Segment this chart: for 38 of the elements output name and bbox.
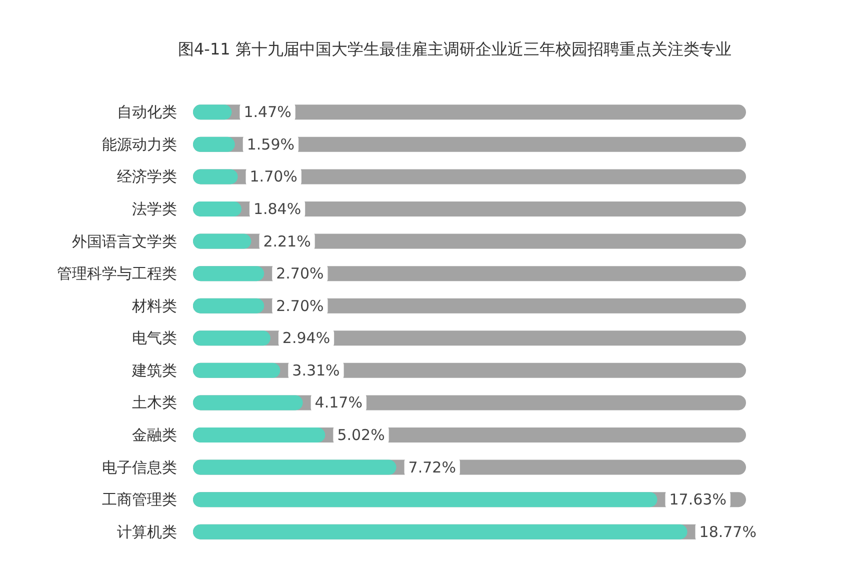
data-label: 17.63% <box>669 490 726 509</box>
bar <box>193 266 264 282</box>
bar <box>193 362 280 378</box>
y-tick-label: 材料类 <box>131 296 177 315</box>
y-tick-label: 能源动力类 <box>102 135 177 154</box>
y-tick-label: 外国语言文学类 <box>72 232 177 250</box>
y-tick-label: 法学类 <box>132 200 177 218</box>
data-label: 5.02% <box>337 426 385 444</box>
data-label: 2.21% <box>263 232 311 250</box>
data-label: 2.70% <box>276 264 324 283</box>
data-label: 18.77% <box>699 522 756 541</box>
y-tick-label: 计算机类 <box>117 522 177 541</box>
data-label: 7.72% <box>408 458 456 476</box>
bar <box>193 524 688 540</box>
data-label: 1.47% <box>244 103 292 122</box>
bar <box>193 428 326 442</box>
y-tick-label: 土木类 <box>132 394 177 412</box>
data-label: 1.70% <box>250 168 298 186</box>
chart-title: 图4-11 第十九届中国大学生最佳雇主调研企业近三年校园招聘重点关注类专业 <box>178 40 732 58</box>
bar <box>193 330 270 346</box>
bar <box>193 234 252 249</box>
y-tick-label: 电气类 <box>132 329 177 348</box>
data-label: 3.31% <box>292 361 340 380</box>
y-tick-label: 经济学类 <box>117 168 177 186</box>
y-tick-label: 管理科学与工程类 <box>57 264 177 283</box>
bar <box>193 202 242 216</box>
data-label: 1.59% <box>246 135 295 154</box>
data-label: 2.70% <box>276 296 324 315</box>
bar <box>193 298 264 314</box>
data-label: 1.84% <box>253 200 302 218</box>
y-tick-label: 工商管理类 <box>102 490 177 509</box>
data-label: 4.17% <box>314 394 362 412</box>
y-tick-label: 金融类 <box>132 426 177 444</box>
bar <box>193 395 303 410</box>
y-tick-label: 建筑类 <box>131 361 177 380</box>
y-tick-label: 自动化类 <box>117 103 177 122</box>
data-label: 2.94% <box>282 329 330 348</box>
y-tick-label: 电子信息类 <box>102 458 177 476</box>
